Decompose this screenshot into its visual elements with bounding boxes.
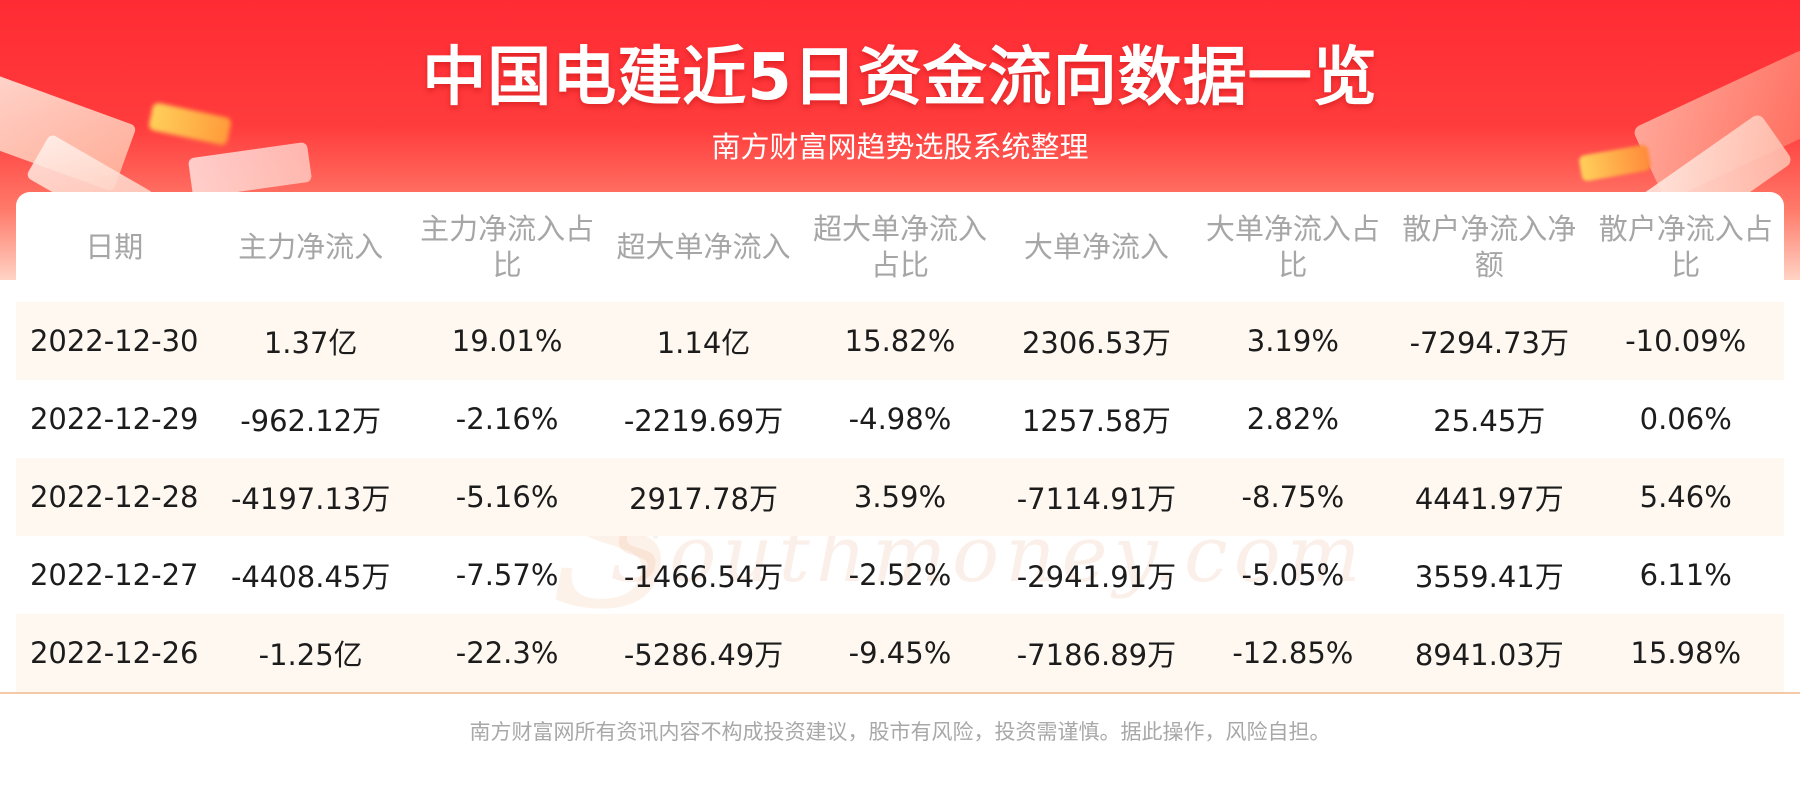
table-card — [16, 192, 1784, 692]
value-cell: -4.98% — [848, 402, 952, 436]
table-row: 2022-12-28 -4197.13万 -5.16% 2917.78万 3.59% -7… — [16, 458, 1784, 536]
column-header: 大单净流入占比 — [1205, 212, 1380, 282]
value-cell: -7114.91万 — [1016, 482, 1177, 516]
value-cell: -7.57% — [455, 558, 559, 592]
value-cell: 8941.03万 — [1414, 638, 1564, 672]
disclaimer-text: 南方财富网所有资讯内容不构成投资建议，股市有风险，投资需谨慎。据此操作，风险自担… — [469, 720, 1331, 744]
value-cell: 3.59% — [853, 480, 947, 514]
value-cell: 4441.97万 — [1414, 482, 1564, 516]
column-header: 主力净流入占比 — [420, 212, 595, 282]
value-cell: -4408.45万 — [230, 560, 391, 594]
value-cell: -2.52% — [848, 558, 952, 592]
value-cell: -10.09% — [1625, 324, 1747, 358]
value-cell: -2219.69万 — [623, 404, 784, 438]
fund-flow-table: 日期 主力净流入 主力净流入占比 超大单净流入 超大单净流入占比 大单净流入 大单净流入占比… — [16, 192, 1784, 692]
value-cell: -8.75% — [1241, 480, 1345, 514]
value-cell: -7294.73万 — [1409, 326, 1569, 360]
table-row: 2022-12-26 -1.25亿 -22.3% -5286.49万 -9.45% -71… — [16, 614, 1784, 692]
column-header: 散户净流入净额 — [1402, 212, 1577, 282]
value-cell: -12.85% — [1232, 636, 1354, 670]
value-cell: 25.45万 — [1433, 404, 1546, 438]
value-cell: -2941.91万 — [1016, 560, 1177, 594]
table-row: 2022-12-27 -4408.45万 -7.57% -1466.54万 -2.52%… — [16, 536, 1784, 614]
column-header: 散户净流入占比 — [1598, 212, 1773, 282]
value-cell: -22.3% — [455, 636, 559, 670]
value-cell: 2917.78万 — [629, 482, 778, 516]
value-cell: 5.46% — [1639, 480, 1732, 514]
value-cell: 15.98% — [1630, 636, 1741, 670]
date-cell: 2022-12-26 — [29, 636, 199, 670]
date-cell: 2022-12-30 — [29, 324, 199, 358]
column-header: 日期 — [85, 230, 144, 264]
value-cell: -1.25亿 — [258, 638, 363, 672]
date-cell: 2022-12-29 — [29, 402, 199, 436]
value-cell: 1.14亿 — [656, 326, 751, 360]
value-cell: 2.82% — [1246, 402, 1339, 436]
value-cell: -2.16% — [455, 402, 559, 436]
table-header-row: 日期 主力净流入 主力净流入占比 超大单净流入 超大单净流入占比 大单净流入 大单净流入占比… — [16, 192, 1784, 302]
column-header: 大单净流入 — [1023, 230, 1169, 264]
value-cell: -5286.49万 — [623, 638, 784, 672]
column-header: 超大单净流入占比 — [812, 212, 987, 282]
footer-divider — [0, 692, 1800, 694]
value-cell: 1257.58万 — [1021, 404, 1171, 438]
column-header: 主力净流入 — [238, 230, 384, 264]
value-cell: -5.16% — [455, 480, 559, 514]
value-cell: -7186.89万 — [1016, 638, 1177, 672]
date-cell: 2022-12-27 — [29, 558, 199, 592]
table-body: 2022-12-30 1.37亿 19.01% 1.14亿 15.82% 2306.53万… — [16, 302, 1784, 692]
page-title: 中国电建近5日资金流向数据一览 — [422, 41, 1378, 115]
value-cell: 19.01% — [451, 324, 563, 358]
value-cell: -1466.54万 — [623, 560, 784, 594]
value-cell: -9.45% — [848, 636, 952, 670]
value-cell: 6.11% — [1639, 558, 1732, 592]
value-cell: 2306.53万 — [1021, 326, 1171, 360]
table-row: 2022-12-29 -962.12万 -2.16% -2219.69万 -4.98% 1… — [16, 380, 1784, 458]
value-cell: 3559.41万 — [1414, 560, 1564, 594]
value-cell: 3.19% — [1246, 324, 1339, 358]
value-cell: 1.37亿 — [263, 326, 358, 360]
page-subtitle: 南方财富网趋势选股系统整理 — [711, 130, 1089, 164]
value-cell: -5.05% — [1241, 558, 1345, 592]
value-cell: 0.06% — [1639, 402, 1732, 436]
value-cell: 15.82% — [844, 324, 956, 358]
column-header: 超大单净流入 — [616, 230, 791, 264]
date-cell: 2022-12-28 — [29, 480, 199, 514]
value-cell: -962.12万 — [240, 404, 382, 438]
table-row: 2022-12-30 1.37亿 19.01% 1.14亿 15.82% 2306.53万… — [16, 302, 1784, 380]
value-cell: -4197.13万 — [230, 482, 391, 516]
